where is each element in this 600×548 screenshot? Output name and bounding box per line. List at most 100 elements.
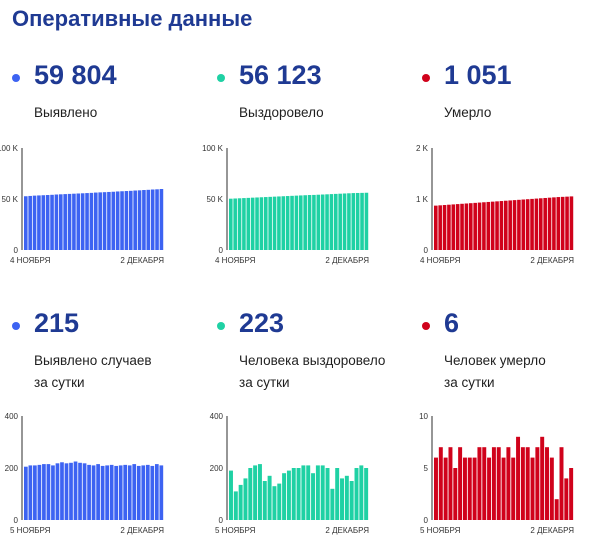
bar	[482, 447, 487, 520]
bar	[294, 195, 299, 250]
bar	[549, 457, 554, 520]
y-tick-label: 0	[14, 516, 19, 525]
bar	[543, 197, 547, 250]
bar	[347, 193, 351, 250]
bar	[521, 199, 526, 250]
bar	[472, 457, 477, 520]
y-tick-label: 0	[219, 246, 224, 255]
y-tick-label: 0	[424, 516, 429, 525]
bar	[155, 189, 159, 250]
bar	[98, 192, 102, 250]
y-tick-label: 50 K	[2, 195, 19, 204]
bar	[59, 194, 63, 250]
bar	[150, 189, 155, 250]
bar	[145, 464, 150, 520]
bar	[28, 465, 33, 520]
bar	[434, 205, 438, 250]
bar	[24, 196, 28, 250]
bar	[272, 486, 277, 520]
bar	[534, 198, 539, 250]
bar	[506, 447, 511, 520]
bar	[55, 463, 60, 520]
bar-chart: 0 200 400 5 НОЯБРЯ 2 ДЕКАБРЯ	[210, 412, 370, 535]
bar-chart: 0 200 400 5 НОЯБРЯ 2 ДЕКАБРЯ	[5, 412, 165, 535]
legend-dot	[12, 74, 20, 82]
bar	[540, 436, 545, 520]
bar	[33, 465, 37, 520]
page-title: Оперативные данные	[12, 6, 253, 31]
bar	[338, 193, 342, 250]
legend-dot	[217, 322, 225, 330]
bar	[530, 198, 534, 250]
x-tick-label: 5 НОЯБРЯ	[420, 526, 461, 535]
bar	[272, 196, 277, 250]
bar	[467, 457, 472, 520]
bar	[301, 465, 306, 520]
x-tick-label: 2 ДЕКАБРЯ	[530, 256, 574, 265]
legend-dot	[217, 74, 225, 82]
bar	[517, 199, 521, 250]
bar	[50, 194, 54, 250]
bar	[286, 470, 291, 520]
bar	[325, 194, 329, 250]
bar	[257, 464, 262, 520]
stat-label-line: Выявлено случаев	[34, 353, 152, 368]
stat-label-line: Выявлено	[34, 105, 98, 120]
bar	[355, 192, 360, 250]
bar	[67, 193, 72, 250]
bar	[118, 465, 123, 520]
bar	[267, 475, 272, 520]
y-tick-label: 50 K	[207, 195, 224, 204]
bar	[72, 193, 76, 250]
bar	[547, 197, 552, 250]
bar	[114, 465, 119, 520]
y-tick-label: 10	[419, 412, 428, 421]
bar	[127, 465, 132, 520]
y-tick-label: 1 K	[416, 195, 429, 204]
x-tick-label: 5 НОЯБРЯ	[10, 526, 51, 535]
x-tick-label: 2 ДЕКАБРЯ	[120, 256, 164, 265]
bar	[285, 196, 290, 250]
bar	[73, 461, 78, 520]
x-tick-label: 4 НОЯБРЯ	[10, 256, 51, 265]
bar	[344, 475, 349, 520]
bar	[229, 198, 233, 250]
bar	[100, 465, 105, 520]
bar	[511, 457, 516, 520]
bar	[243, 478, 248, 520]
x-tick-label: 2 ДЕКАБРЯ	[120, 526, 164, 535]
x-tick-label: 2 ДЕКАБРЯ	[530, 526, 574, 535]
bar	[460, 203, 464, 250]
bar	[564, 478, 569, 520]
bar	[438, 205, 442, 250]
bar	[545, 447, 549, 520]
y-tick-label: 0	[424, 246, 429, 255]
bar	[250, 197, 255, 250]
bar	[299, 195, 303, 250]
bar	[246, 197, 251, 250]
bar	[491, 447, 496, 520]
bar	[342, 193, 347, 250]
bar	[115, 191, 120, 250]
y-tick-label: 100 K	[202, 144, 224, 153]
stat-value: 59 804	[34, 60, 117, 90]
bar	[364, 468, 369, 520]
x-tick-label: 4 НОЯБРЯ	[215, 256, 256, 265]
bar	[277, 196, 281, 250]
bar	[159, 465, 164, 520]
bar	[303, 195, 307, 250]
bar	[464, 203, 469, 250]
bar	[530, 457, 535, 520]
bar	[37, 195, 41, 250]
bar	[320, 465, 325, 520]
stat-label: Умерло	[444, 102, 491, 124]
bar	[482, 202, 486, 250]
bar	[451, 204, 456, 250]
bar	[94, 192, 98, 250]
bar	[501, 457, 506, 520]
bar	[499, 201, 504, 250]
bar	[238, 484, 243, 520]
bar-chart: 0 5 10 5 НОЯБРЯ 2 ДЕКАБРЯ	[419, 412, 574, 535]
bar	[24, 466, 28, 520]
bar	[490, 201, 495, 250]
